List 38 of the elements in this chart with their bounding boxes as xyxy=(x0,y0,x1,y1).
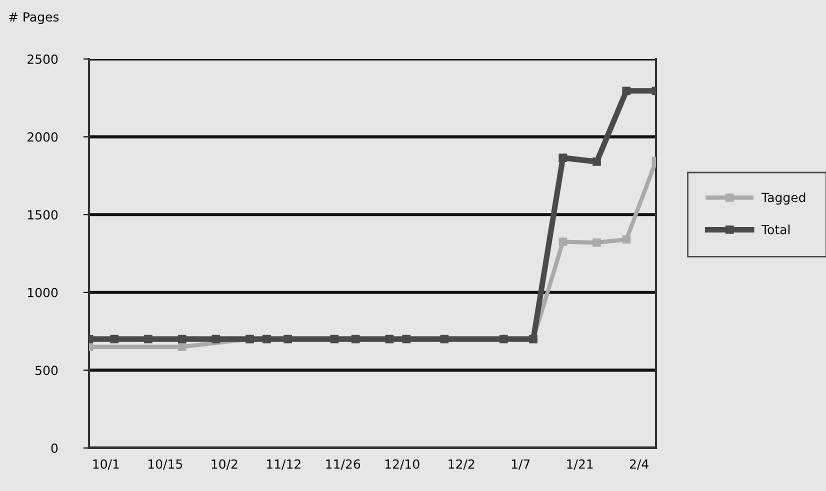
point xyxy=(440,334,449,344)
x-tick-label: 11/12 xyxy=(267,459,300,470)
point xyxy=(385,334,394,344)
y-axis-title: # Pages xyxy=(8,12,59,24)
point xyxy=(622,235,631,244)
point xyxy=(558,238,568,246)
point xyxy=(592,238,601,247)
point xyxy=(500,334,508,344)
y-tick-label: 0 xyxy=(51,443,58,453)
point xyxy=(351,334,360,344)
x-tick-label: 2/4 xyxy=(630,459,648,470)
x-tick-label: 10/15 xyxy=(148,459,182,470)
y-tick-label: 1500 xyxy=(28,210,58,220)
x-tick-label: 10/1 xyxy=(93,459,119,470)
x-tick-label: 10/2 xyxy=(212,459,238,470)
point xyxy=(284,334,292,344)
point xyxy=(110,334,119,344)
point xyxy=(402,334,411,344)
point xyxy=(262,334,271,344)
point xyxy=(622,86,631,96)
x-tick-label: 11/26 xyxy=(326,459,360,470)
legend-label: Total xyxy=(761,224,790,234)
x-tick-label: 12/2 xyxy=(448,459,474,470)
point xyxy=(178,334,186,344)
x-tick-label: 1/7 xyxy=(512,459,530,470)
point xyxy=(178,342,186,352)
y-tick-label: 1000 xyxy=(28,288,58,298)
y-tick-label: 2500 xyxy=(28,54,58,64)
point xyxy=(144,334,152,344)
x-tick-label: 1/21 xyxy=(567,459,593,470)
point xyxy=(592,158,601,166)
point xyxy=(212,334,220,344)
y-tick-label: 500 xyxy=(36,366,58,376)
x-tick-label: 12/10 xyxy=(385,459,420,470)
y-tick-label: 2000 xyxy=(28,132,58,142)
legend-label: Tagged xyxy=(761,192,806,205)
point xyxy=(330,334,339,344)
point xyxy=(558,154,568,162)
